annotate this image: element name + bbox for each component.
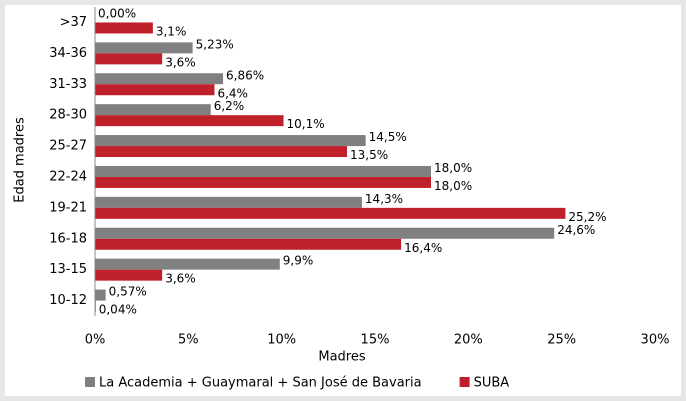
bar: [95, 269, 163, 281]
data-label: 14,5%: [369, 130, 407, 144]
data-label: 18,0%: [434, 161, 472, 175]
x-tick-label: 30%: [641, 333, 670, 348]
data-label: 25,2%: [568, 210, 606, 224]
x-tick-label: 15%: [361, 333, 390, 348]
bar: [95, 84, 215, 96]
data-label: 10,1%: [287, 117, 325, 131]
bar: [95, 42, 193, 54]
data-label: 6,4%: [217, 86, 248, 100]
data-label: 14,3%: [365, 192, 403, 206]
y-tick-label: 34-36: [49, 46, 87, 61]
data-label: 13,5%: [350, 148, 388, 162]
bar: [95, 227, 555, 239]
data-label: 0,04%: [99, 303, 137, 317]
data-label: 16,4%: [404, 241, 442, 255]
y-tick-label: 16-18: [49, 231, 87, 246]
bar: [95, 258, 280, 270]
bar: [95, 196, 362, 208]
x-tick-label: 10%: [267, 333, 296, 348]
data-label: 9,9%: [283, 254, 314, 268]
x-tick-label: 20%: [454, 333, 483, 348]
bar: [95, 115, 284, 127]
bar: [95, 53, 163, 65]
legend-label: SUBA: [474, 376, 510, 391]
y-tick-label: >37: [60, 15, 87, 30]
data-label: 0,00%: [98, 6, 136, 20]
bar: [95, 104, 211, 116]
bar: [95, 73, 224, 85]
y-tick-label: 22-24: [49, 169, 87, 184]
x-tick-label: 0%: [85, 333, 106, 348]
y-tick-label: 28-30: [49, 108, 87, 123]
legend-swatch: [459, 377, 470, 387]
bar: [95, 176, 431, 188]
bar: [95, 207, 566, 219]
data-label: 3,6%: [165, 272, 196, 286]
x-tick-label: 25%: [547, 333, 576, 348]
y-tick-label: 19-21: [49, 200, 87, 215]
bar: [95, 146, 347, 158]
legend-label: La Academia + Guaymaral + San José de Ba…: [99, 376, 422, 391]
data-label: 6,86%: [226, 68, 264, 82]
data-label: 0,57%: [109, 285, 147, 299]
y-axis-title: Edad madres: [13, 117, 28, 203]
data-label: 3,6%: [165, 55, 196, 69]
y-tick-label: 13-15: [49, 262, 87, 277]
legend-swatch: [85, 377, 95, 387]
data-label: 3,1%: [156, 24, 187, 38]
x-axis-title: Madres: [318, 350, 365, 365]
bar: [95, 22, 153, 34]
data-label: 6,2%: [214, 99, 245, 113]
bar: [95, 135, 366, 147]
y-tick-label: 31-33: [49, 77, 87, 92]
y-tick-label: 25-27: [49, 139, 87, 154]
x-tick-label: 5%: [178, 333, 199, 348]
data-label: 18,0%: [434, 179, 472, 193]
bar: [95, 289, 106, 301]
bar: [95, 238, 402, 250]
bar: [95, 165, 431, 177]
data-label: 24,6%: [557, 223, 595, 237]
data-label: 5,23%: [196, 37, 234, 51]
y-tick-label: 10-12: [49, 293, 87, 308]
